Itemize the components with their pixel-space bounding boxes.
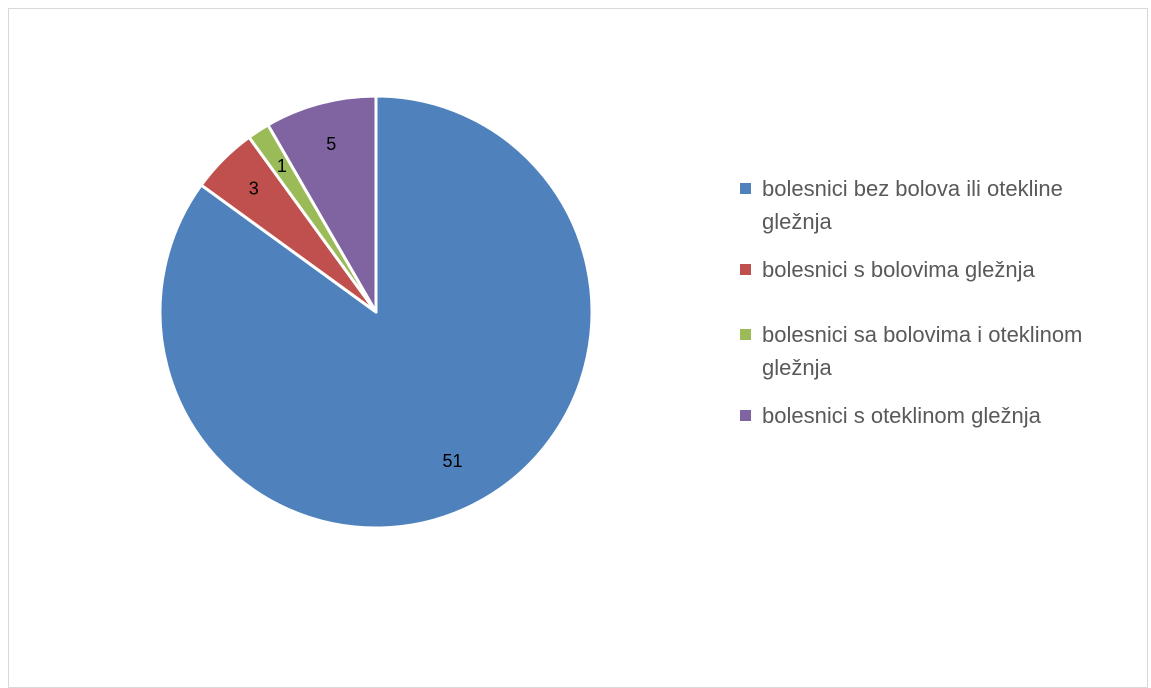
- legend-swatch: [740, 183, 751, 194]
- pie-chart: 51 31 5: [158, 94, 594, 530]
- slice-value-label: 1: [277, 156, 287, 176]
- slice-value-label: 3: [249, 179, 259, 199]
- legend-item-pain-swelling: bolesnici sa bolovima i oteklinom gležnj…: [738, 318, 1138, 384]
- legend-label: bolesnici bez bolova ili otekline gležnj…: [762, 176, 1063, 234]
- legend-item-no-pain: bolesnici bez bolova ili otekline gležnj…: [738, 172, 1138, 238]
- slice-value-label: 51: [442, 451, 462, 471]
- slice-value-label: 5: [326, 134, 336, 154]
- legend-item-swelling: bolesnici s oteklinom gležnja: [738, 399, 1138, 432]
- legend: bolesnici bez bolova ili otekline gležnj…: [738, 172, 1138, 447]
- pie-slice: [266, 94, 378, 314]
- legend-label: bolesnici s oteklinom gležnja: [762, 403, 1041, 428]
- legend-label: bolesnici s bolovima gležnja: [762, 257, 1035, 282]
- legend-label: bolesnici sa bolovima i oteklinom gležnj…: [762, 322, 1083, 380]
- legend-swatch: [740, 264, 751, 275]
- legend-swatch: [740, 329, 751, 340]
- legend-swatch: [740, 410, 751, 421]
- legend-item-pain: bolesnici s bolovima gležnja: [738, 253, 1138, 286]
